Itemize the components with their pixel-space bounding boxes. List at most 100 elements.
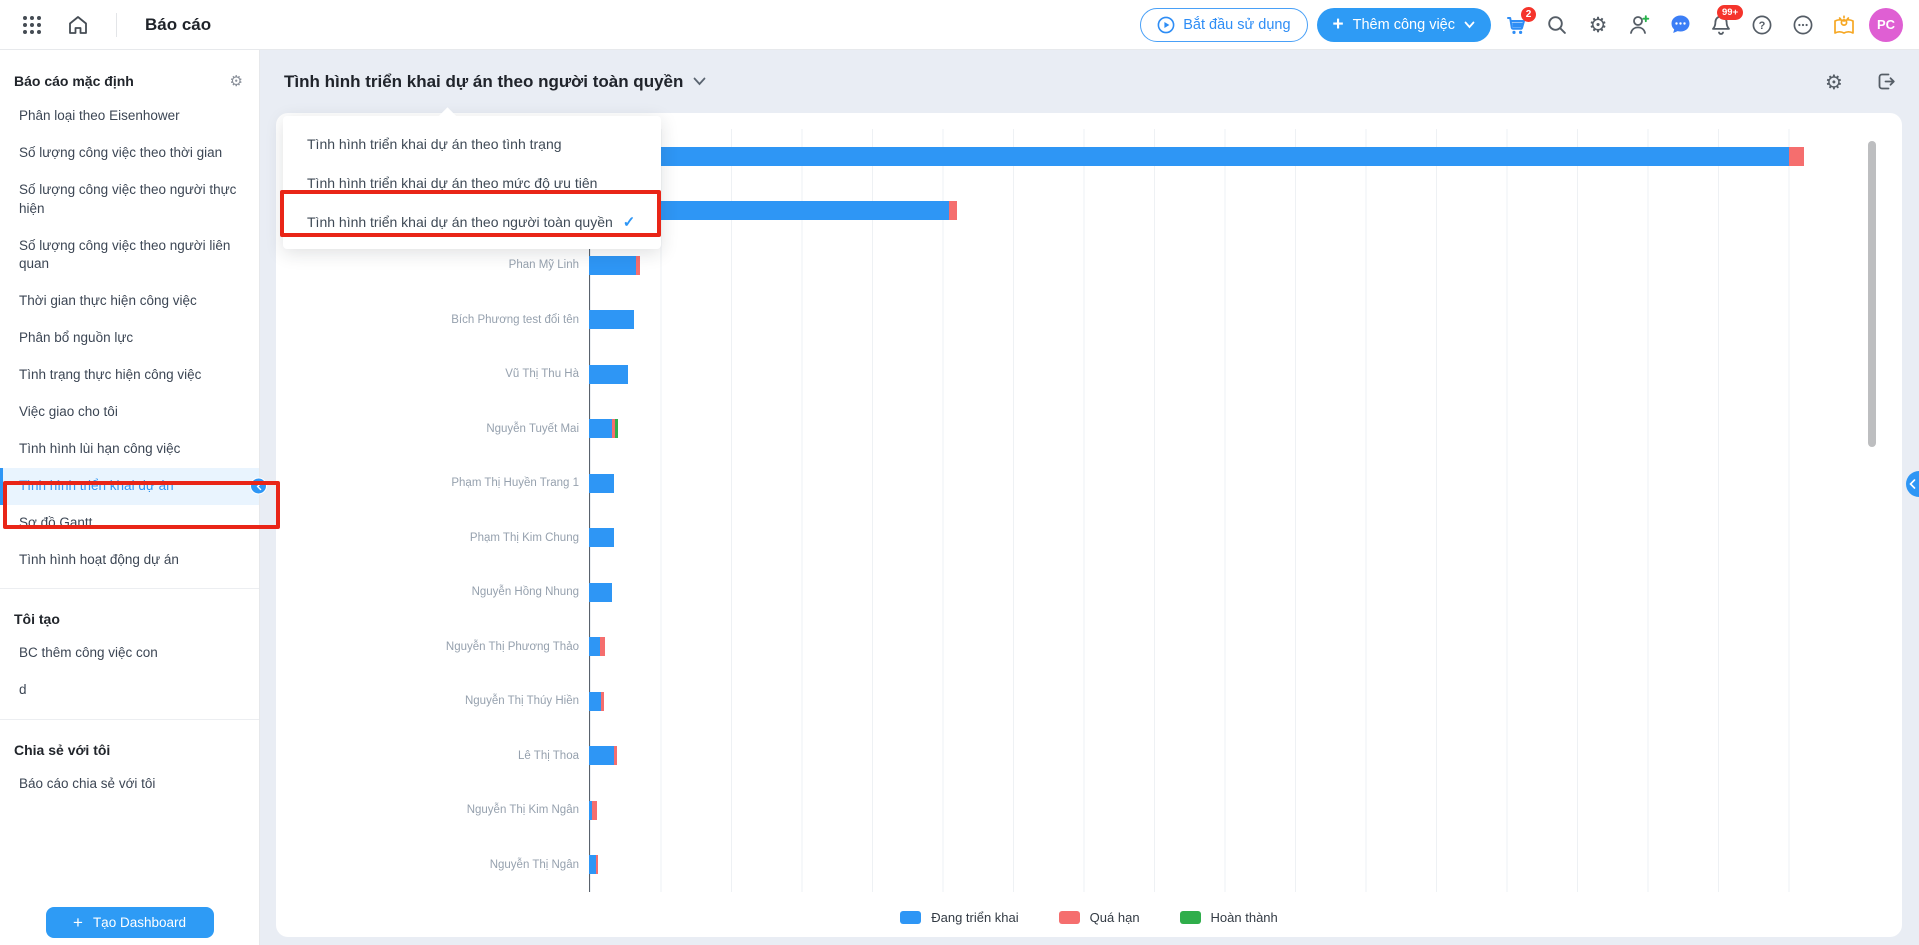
sidebar-item[interactable]: Số lượng công việc theo người liên quan xyxy=(19,237,231,272)
check-icon: ✓ xyxy=(622,213,636,231)
bar-group[interactable] xyxy=(589,310,634,330)
legend-item[interactable]: Hoàn thành xyxy=(1179,910,1278,925)
bar-segment[interactable] xyxy=(589,473,614,493)
export-report-icon[interactable] xyxy=(1870,66,1902,98)
dropdown-option[interactable]: Tình hình triển khai dự án theo mức độ ư… xyxy=(307,174,598,191)
bar-segment[interactable] xyxy=(592,800,597,820)
chevron-down-icon xyxy=(1464,21,1475,28)
sidebar-item[interactable]: Tình hình triển khai dự án xyxy=(0,467,267,505)
bar-group[interactable] xyxy=(589,528,614,548)
bar-group[interactable] xyxy=(589,255,640,275)
more-options-icon[interactable] xyxy=(1787,9,1819,41)
sidebar-item[interactable]: d xyxy=(19,682,27,698)
sidebar-item[interactable]: Phân bổ nguồn lực xyxy=(19,330,134,346)
sidebar-item[interactable]: Số lượng công việc theo thời gian xyxy=(19,144,223,160)
main-content: Tình hình triển khai dự án theo người to… xyxy=(260,50,1919,945)
app-launcher-icon[interactable] xyxy=(16,9,48,41)
sidebar-item[interactable]: BC thêm công việc con xyxy=(19,645,158,661)
bar-segment[interactable] xyxy=(589,528,614,548)
chart-row xyxy=(276,129,1859,184)
legend-item[interactable]: Đang triển khai xyxy=(900,910,1019,925)
plus-icon: + xyxy=(1332,14,1344,35)
sidebar-item[interactable]: Tình trạng thực hiện công việc xyxy=(19,367,202,383)
bar-segment[interactable] xyxy=(589,582,612,602)
bar-group[interactable] xyxy=(589,691,604,711)
bar-segment[interactable] xyxy=(615,419,618,439)
legend-item[interactable]: Quá hạn xyxy=(1058,910,1140,925)
sidebar-item[interactable]: Việc giao cho tôi xyxy=(19,404,118,420)
bar-segment[interactable] xyxy=(601,691,604,711)
bar-segment[interactable] xyxy=(589,691,601,711)
plus-icon: + xyxy=(73,912,83,932)
sidebar-item[interactable]: Số lượng công việc theo người thực hiện xyxy=(19,181,237,216)
bar-segment[interactable] xyxy=(589,201,949,221)
bar-segment[interactable] xyxy=(600,637,605,657)
divider xyxy=(116,12,117,37)
sidebar-item[interactable]: Tình hình hoạt động dự án xyxy=(19,551,179,567)
bar-segment[interactable] xyxy=(589,310,634,330)
vertical-scrollbar[interactable] xyxy=(1868,141,1876,447)
collapse-panel-tab[interactable] xyxy=(1906,471,1919,497)
bar-group[interactable] xyxy=(589,746,617,766)
bar-group[interactable] xyxy=(589,855,598,875)
notifications-bell-icon[interactable]: 99+ xyxy=(1705,4,1744,41)
bar-group[interactable] xyxy=(589,419,618,439)
dropdown-option[interactable]: Tình hình triển khai dự án theo tình trạ… xyxy=(307,135,562,152)
category-label: Lê Thị Thoa xyxy=(518,749,579,762)
chart-row: Bích Phương test đổi tên xyxy=(276,293,1859,348)
bar-group[interactable] xyxy=(589,201,957,221)
bar-segment[interactable] xyxy=(1789,146,1804,166)
bar-segment[interactable] xyxy=(589,419,612,439)
category-label: Phạm Thị Huyền Trang 1 xyxy=(451,477,579,490)
category-label: Nguyễn Thị Phương Thảo xyxy=(445,640,579,653)
bar-segment[interactable] xyxy=(589,746,614,766)
bar-segment[interactable] xyxy=(636,255,640,275)
bar-segment[interactable] xyxy=(589,364,628,384)
start-using-button[interactable]: Bắt đầu sử dụng xyxy=(1140,7,1308,42)
bar-group[interactable] xyxy=(589,637,605,657)
user-avatar[interactable]: PC xyxy=(1869,7,1903,42)
bar-segment[interactable] xyxy=(596,855,598,875)
home-icon[interactable] xyxy=(62,9,94,41)
create-dashboard-button[interactable]: + Tạo Dashboard xyxy=(45,907,214,938)
section-gear-icon[interactable]: ⚙ xyxy=(229,72,243,90)
add-task-button[interactable]: + Thêm công việc xyxy=(1316,7,1491,42)
category-label: Nguyễn Hồng Nhung xyxy=(471,586,579,599)
sidebar-item[interactable]: Tình hình lùi hạn công việc xyxy=(19,440,181,456)
store-cart-icon[interactable]: 2 xyxy=(1500,6,1536,41)
sidebar-item[interactable]: Phân loại theo Eisenhower xyxy=(19,108,180,123)
bar-group[interactable] xyxy=(589,473,614,493)
bar-segment[interactable] xyxy=(949,201,957,221)
sidebar-item[interactable]: Báo cáo chia sẻ với tôi xyxy=(19,776,156,792)
report-title-dropdown[interactable]: Tình hình triển khai dự án theo người to… xyxy=(284,72,706,92)
sidebar-collapse-badge[interactable] xyxy=(250,477,267,495)
sidebar-section: Báo cáo mặc định ⚙ Phân loại theo Eisenhow… xyxy=(0,50,267,578)
bar-segment[interactable] xyxy=(589,800,592,820)
sidebar-item[interactable]: Thời gian thực hiện công việc xyxy=(19,293,197,309)
bar-segment[interactable] xyxy=(589,146,1789,166)
help-icon[interactable]: ? xyxy=(1746,9,1778,41)
chat-icon[interactable] xyxy=(1664,9,1696,41)
bar-group[interactable] xyxy=(589,582,612,602)
bar-group[interactable] xyxy=(589,800,597,820)
bar-segment[interactable] xyxy=(614,746,617,766)
settings-gear-icon[interactable]: ⚙ xyxy=(1588,12,1608,37)
bar-segment[interactable] xyxy=(589,255,636,275)
chart-row xyxy=(276,184,1859,239)
bar-segment[interactable] xyxy=(589,855,596,875)
category-label: Vũ Thị Thu Hà xyxy=(505,368,579,381)
sidebar-section: Tôi tạo BC thêm công việc con d xyxy=(0,588,259,709)
search-icon[interactable] xyxy=(1541,9,1573,41)
sidebar-item[interactable]: Sơ đồ Gantt xyxy=(19,514,93,530)
whats-new-icon[interactable] xyxy=(1828,9,1860,41)
bar-group[interactable] xyxy=(589,146,1804,166)
category-label: Phan Mỹ Linh xyxy=(508,259,579,272)
bar-group[interactable] xyxy=(589,364,628,384)
dropdown-option[interactable]: Tình hình triển khai dự án theo người to… xyxy=(307,213,636,231)
add-user-icon[interactable] xyxy=(1623,9,1655,41)
bar-segment[interactable] xyxy=(589,637,600,657)
legend-swatch xyxy=(1179,911,1201,924)
chart-row: Nguyễn Thị Thúy Hiền xyxy=(276,674,1859,729)
bar-segment[interactable] xyxy=(612,419,615,439)
report-settings-icon[interactable]: ⚙ xyxy=(1825,69,1843,94)
